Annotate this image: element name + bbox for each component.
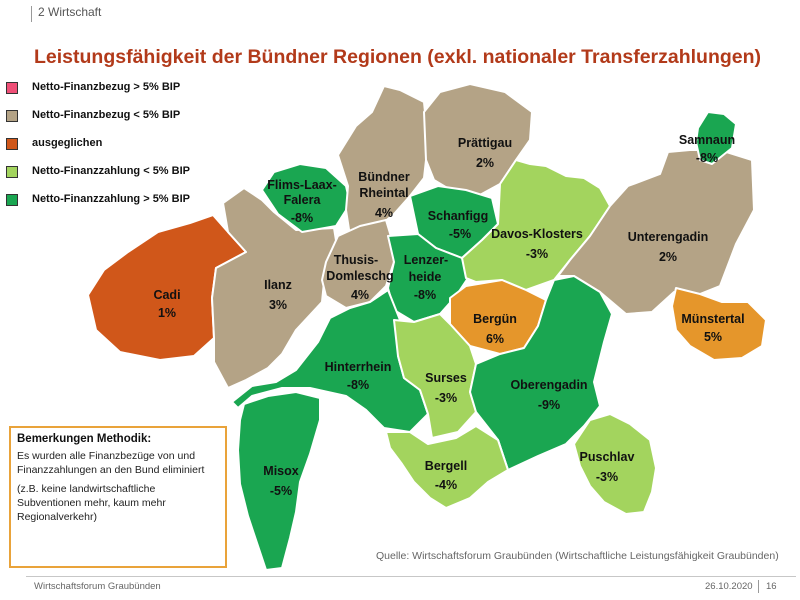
footer-separator [758, 580, 759, 593]
header-bar: 2 Wirtschaft [0, 0, 800, 24]
region-label: Bergell [425, 459, 467, 473]
region-samnaun[interactable] [695, 111, 737, 165]
header-divider [31, 6, 32, 22]
region-puschlav[interactable] [573, 413, 657, 515]
legend-item-ausgeglichen: ausgeglichen [6, 137, 226, 152]
footer-divider [26, 576, 796, 577]
region-thusis[interactable] [321, 219, 395, 309]
region-label: Domleschg [326, 269, 393, 283]
region-label: Prättigau [458, 136, 512, 150]
footer-org: Wirtschaftsforum Graubünden [34, 581, 161, 592]
region-label: Davos-Klosters [491, 227, 583, 241]
region-value: -8% [347, 378, 369, 392]
region-value: -5% [270, 484, 292, 498]
region-value: -8% [414, 288, 436, 302]
region-label: Lenzer- [404, 253, 448, 267]
region-label: Oberengadin [510, 378, 587, 392]
legend-label: Netto-Finanzbezug < 5% BIP [32, 109, 181, 121]
source-citation: Quelle: Wirtschaftsforum Graubünden (Wir… [376, 550, 779, 562]
region-value: -4% [435, 478, 457, 492]
region-rheintal[interactable] [337, 85, 429, 237]
region-label: Ilanz [264, 278, 292, 292]
region-ilanz[interactable] [211, 187, 339, 389]
legend-label: Netto-Finanzbezug > 5% BIP [32, 81, 181, 93]
region-value: 4% [375, 206, 393, 220]
page-number: 16 [766, 581, 777, 592]
legend-swatch [6, 82, 18, 94]
section-label: 2 Wirtschaft [38, 5, 102, 19]
region-oberengadin[interactable] [469, 275, 613, 471]
region-value: -3% [596, 470, 618, 484]
legend-item-netto-zahlung-lt5: Netto-Finanzzahlung < 5% BIP [6, 165, 226, 180]
region-label: Unterengadin [628, 230, 709, 244]
page-title: Leistungsfähigkeit der Bündner Regionen … [34, 46, 762, 68]
legend-label: Netto-Finanzzahlung > 5% BIP [32, 193, 190, 205]
region-label: Münstertal [681, 312, 744, 326]
region-value: -9% [538, 398, 560, 412]
region-unterengadin[interactable] [557, 149, 755, 315]
region-muenstertal[interactable] [671, 287, 767, 361]
methodology-note: Bemerkungen Methodik: Es wurden alle Fin… [9, 426, 227, 568]
region-label: Flims-Laax- [267, 178, 336, 192]
region-value: -3% [526, 247, 548, 261]
region-label: Surses [425, 371, 467, 385]
region-value: 2% [476, 156, 494, 170]
legend-swatch [6, 110, 18, 122]
region-value: 2% [659, 250, 677, 264]
region-bergell[interactable] [385, 425, 509, 509]
region-label: Puschlav [580, 450, 635, 464]
legend-item-netto-bezug-lt5: Netto-Finanzbezug < 5% BIP [6, 109, 226, 124]
region-label: Hinterrhein [325, 360, 392, 374]
legend-item-netto-zahlung-gt5: Netto-Finanzzahlung > 5% BIP [6, 193, 226, 208]
region-value: 1% [158, 306, 176, 320]
region-value: 4% [351, 288, 369, 302]
region-label: Bündner [358, 170, 410, 184]
legend-swatch [6, 166, 18, 178]
legend-label: Netto-Finanzzahlung < 5% BIP [32, 165, 190, 177]
note-text: Es wurden alle Finanzbezüge von und Fina… [17, 450, 205, 476]
region-label: Cadi [153, 288, 180, 302]
region-label: Rheintal [359, 186, 408, 200]
legend-label: ausgeglichen [32, 137, 103, 149]
region-label: Falera [284, 193, 322, 207]
region-label: Schanfigg [428, 209, 488, 223]
region-label: Samnaun [679, 133, 735, 147]
region-value: 6% [486, 332, 504, 346]
region-value: -3% [435, 391, 457, 405]
note-text: (z.B. keine landwirtschaftliche Subventi… [17, 483, 166, 523]
region-value: -5% [449, 227, 471, 241]
region-value: 5% [704, 330, 722, 344]
footer-date: 26.10.2020 [705, 581, 753, 592]
region-lenzerheide[interactable] [387, 233, 469, 323]
region-label: Bergün [473, 312, 517, 326]
region-misox[interactable] [237, 391, 321, 571]
note-title: Bemerkungen Methodik: [17, 433, 152, 445]
region-label: Misox [263, 464, 298, 478]
region-label: Thusis- [334, 253, 378, 267]
region-label: heide [409, 270, 442, 284]
region-value: -8% [696, 151, 718, 165]
region-value: 3% [269, 298, 287, 312]
legend-swatch [6, 194, 18, 206]
legend-swatch [6, 138, 18, 150]
region-value: -8% [291, 211, 313, 225]
legend-item-netto-bezug-gt5: Netto-Finanzbezug > 5% BIP [6, 81, 226, 96]
